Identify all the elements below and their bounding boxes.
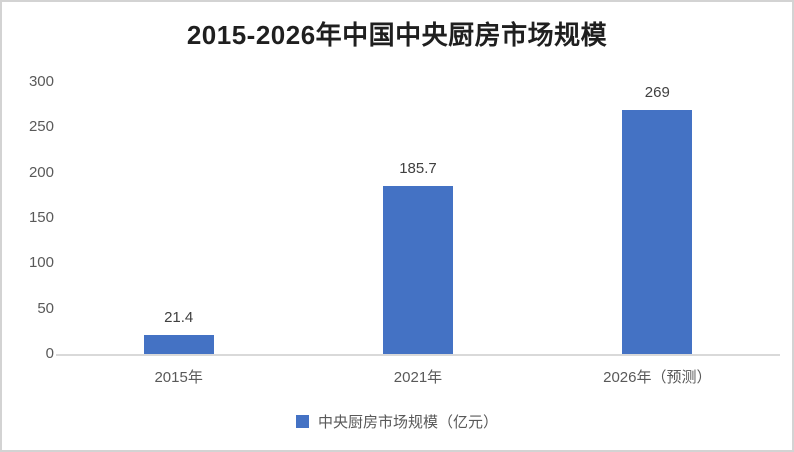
bar [382,185,453,354]
x-axis-labels: 2015年 2021年 2026年（预测） [59,366,777,387]
chart-title: 2015-2026年中国中央厨房市场规模 [186,20,608,50]
x-axis-line [56,354,780,356]
legend: 中央厨房市场规模（亿元） [2,411,792,432]
x-tick-label: 2021年 [393,369,443,386]
y-tick-label: 300 [28,73,54,90]
y-tick-label: 50 [37,299,54,317]
bar-value-label: 185.7 [399,159,437,177]
bar-slot: 21.4 [59,82,298,354]
y-tick-label: 0 [45,345,54,362]
y-tick-label: 150 [28,209,54,226]
bar-slot: 269 [538,82,777,354]
y-tick-label: 250 [28,118,54,136]
bar [622,110,693,354]
bar-value-label: 21.4 [164,308,194,326]
bar [143,334,214,354]
bar-slot: 185.7 [298,82,537,354]
legend-swatch-icon [295,415,309,428]
y-axis: 0 50 100 150 200 250 300 [10,73,54,362]
plot-area: 21.4 185.7 269 [59,82,777,354]
y-tick-label: 100 [28,254,54,272]
x-tick-label: 2026年（预测） [603,369,712,386]
bar-value-label: 269 [644,84,670,102]
x-tick-label: 2015年 [154,369,203,386]
y-tick-label: 200 [28,163,54,181]
legend-label: 中央厨房市场规模（亿元） [317,414,498,431]
